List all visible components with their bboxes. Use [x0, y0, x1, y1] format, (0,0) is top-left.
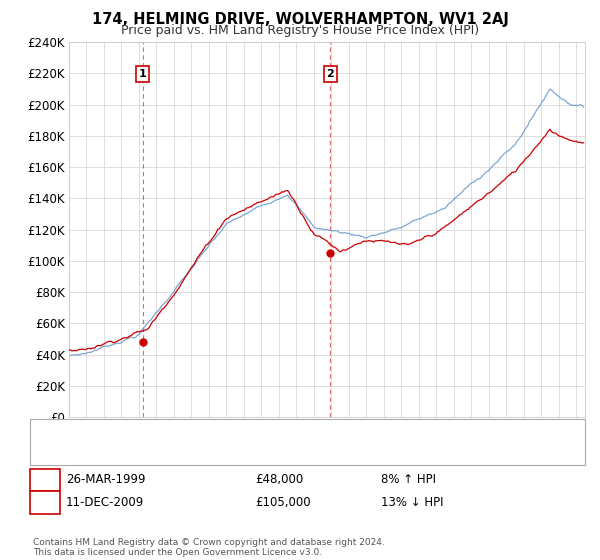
Text: HPI: Average price, semi-detached house, Wolverhampton: HPI: Average price, semi-detached house,…	[78, 447, 382, 457]
Text: 13% ↓ HPI: 13% ↓ HPI	[381, 496, 443, 509]
Text: Price paid vs. HM Land Registry's House Price Index (HPI): Price paid vs. HM Land Registry's House …	[121, 24, 479, 37]
Text: 2: 2	[326, 69, 334, 79]
Text: 174, HELMING DRIVE, WOLVERHAMPTON, WV1 2AJ: 174, HELMING DRIVE, WOLVERHAMPTON, WV1 2…	[92, 12, 508, 27]
Text: 1: 1	[139, 69, 146, 79]
Text: £48,000: £48,000	[255, 473, 303, 487]
Text: 1: 1	[41, 473, 49, 487]
Text: 2: 2	[41, 496, 49, 509]
Text: 8% ↑ HPI: 8% ↑ HPI	[381, 473, 436, 487]
Text: 174, HELMING DRIVE, WOLVERHAMPTON, WV1 2AJ (semi-detached house): 174, HELMING DRIVE, WOLVERHAMPTON, WV1 2…	[78, 428, 464, 438]
Text: Contains HM Land Registry data © Crown copyright and database right 2024.
This d: Contains HM Land Registry data © Crown c…	[33, 538, 385, 557]
Text: £105,000: £105,000	[255, 496, 311, 509]
Text: 11-DEC-2009: 11-DEC-2009	[66, 496, 144, 509]
Text: 26-MAR-1999: 26-MAR-1999	[66, 473, 146, 487]
